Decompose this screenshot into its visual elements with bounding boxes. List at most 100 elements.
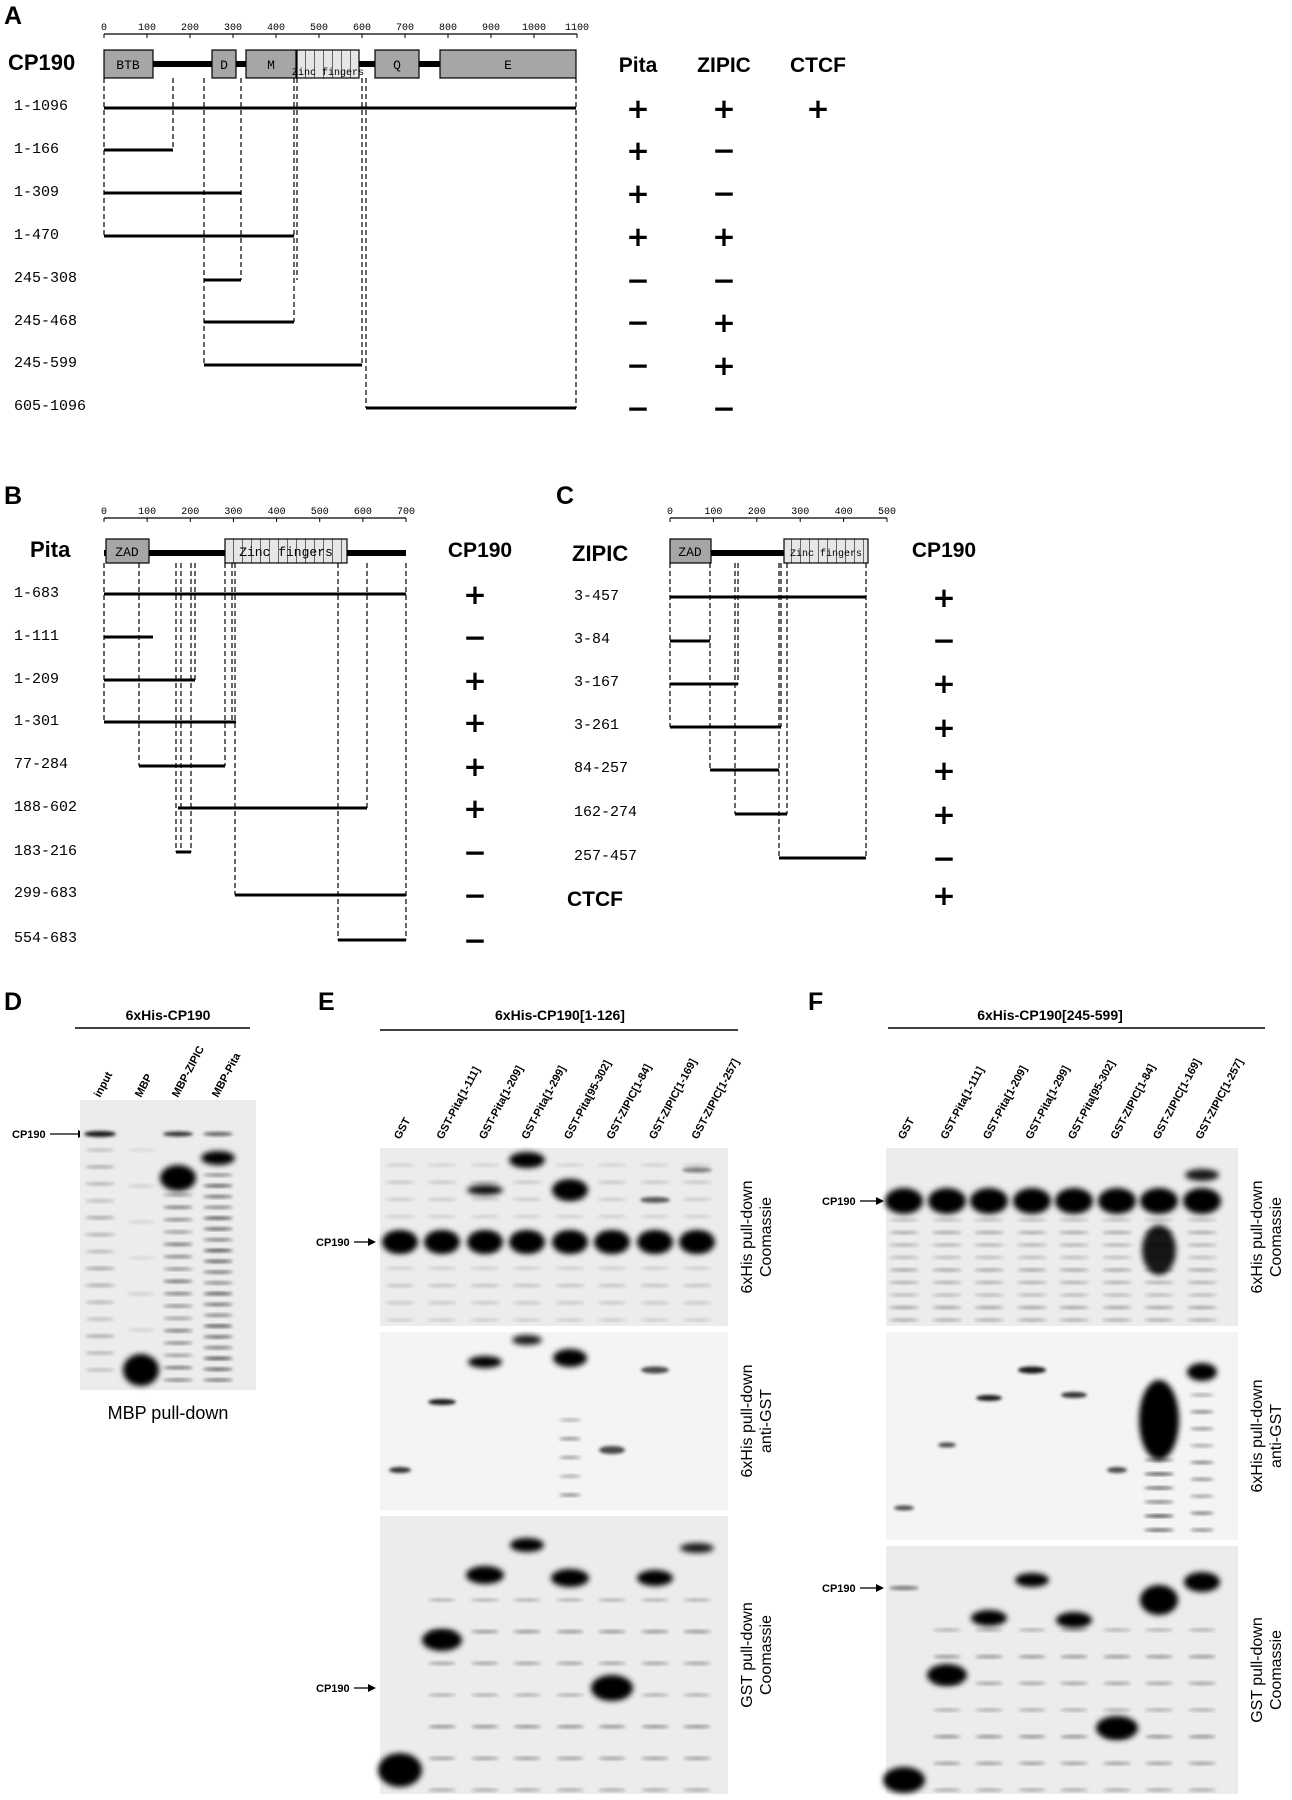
gel-band bbox=[975, 1735, 1003, 1739]
gel-band bbox=[1144, 1500, 1174, 1504]
gel-band bbox=[1013, 1188, 1051, 1214]
cp190-result: − bbox=[463, 836, 486, 869]
gel-band bbox=[683, 1725, 711, 1729]
construct-row: 245-468 − + bbox=[14, 306, 736, 339]
gel-band bbox=[1144, 1218, 1174, 1222]
gel-band bbox=[203, 1313, 233, 1317]
gel-band bbox=[203, 1378, 233, 1382]
axis-tick-label: 200 bbox=[181, 23, 199, 34]
gel-band bbox=[555, 1249, 585, 1253]
gel-band bbox=[597, 1197, 627, 1201]
gel-band bbox=[160, 1165, 196, 1191]
gel-band bbox=[1017, 1256, 1047, 1259]
construct-label: 1-209 bbox=[14, 671, 59, 688]
construct-row: 3-167 + bbox=[574, 667, 956, 700]
mbp-pulldown-gel bbox=[80, 1100, 256, 1390]
panel-c: C 0 100 200 300 400 500 ZIPIC ZAD Zinc finger… bbox=[556, 482, 976, 912]
gel-band bbox=[1102, 1306, 1132, 1309]
construct-label: 245-468 bbox=[14, 313, 77, 330]
gel-band bbox=[974, 1218, 1004, 1222]
6xhis-pulldown-antigst-blot bbox=[380, 1332, 728, 1510]
gel-band bbox=[1059, 1243, 1089, 1247]
gel-band bbox=[1144, 1528, 1174, 1532]
gel-band bbox=[203, 1173, 233, 1177]
gel-band bbox=[1145, 1788, 1173, 1792]
gel-band bbox=[1018, 1708, 1046, 1712]
gel-band bbox=[512, 1249, 542, 1253]
gel-band bbox=[1059, 1293, 1089, 1297]
gel-band bbox=[1060, 1628, 1088, 1632]
gel-band bbox=[1059, 1306, 1089, 1309]
gel-band bbox=[467, 1185, 503, 1195]
gel-band bbox=[682, 1284, 712, 1288]
pita-result: + bbox=[626, 92, 649, 125]
gel-band bbox=[1059, 1231, 1089, 1234]
gel-band bbox=[1188, 1708, 1216, 1712]
gel-band bbox=[682, 1249, 712, 1253]
gel-band bbox=[513, 1756, 541, 1760]
gel-band bbox=[974, 1306, 1004, 1309]
svg-text:Coomassie: Coomassie bbox=[758, 1197, 775, 1277]
cp190-result: + bbox=[932, 879, 955, 912]
gel-band bbox=[1190, 1477, 1214, 1481]
panel-d-caption: MBP pull-down bbox=[108, 1403, 229, 1423]
gel-band bbox=[1015, 1573, 1049, 1587]
panel-a-header-ctcf: CTCF bbox=[790, 54, 846, 77]
gel-band bbox=[1188, 1655, 1216, 1659]
construct-row: 3-457 + bbox=[574, 581, 956, 614]
gel-band bbox=[85, 1334, 115, 1338]
zad-domain-label: ZAD bbox=[115, 545, 139, 560]
m-domain bbox=[245, 49, 297, 79]
cp190-result: + bbox=[932, 711, 955, 744]
gel-band bbox=[1187, 1318, 1217, 1322]
gel-band bbox=[591, 1675, 633, 1701]
gel-band bbox=[559, 1474, 581, 1478]
panel-b: B 0 100 200 300 400 500 600 700 Pita ZAD Zinc f… bbox=[4, 482, 512, 957]
gel-band bbox=[1017, 1293, 1047, 1297]
gel-band bbox=[682, 1167, 712, 1173]
lane-label: GST bbox=[896, 1116, 917, 1142]
gel-band bbox=[163, 1230, 193, 1234]
lane-label: GST-ZIPIC[1-257] bbox=[1194, 1057, 1247, 1142]
zinc-fingers-domain-label: Zinc fingers bbox=[790, 548, 862, 560]
gel-side-label: 6xHis pull-down Coomassie bbox=[1249, 1181, 1285, 1294]
gel-band bbox=[552, 1179, 588, 1201]
cp190-result: − bbox=[463, 879, 486, 912]
ctcf-result: + bbox=[806, 92, 829, 125]
gel-band bbox=[1144, 1318, 1174, 1322]
gel-band bbox=[974, 1256, 1004, 1259]
construct-label: 1-683 bbox=[14, 585, 59, 602]
gel-band bbox=[428, 1788, 456, 1792]
gel-band bbox=[428, 1630, 456, 1634]
axis-tick-label: 800 bbox=[439, 23, 457, 34]
gel-band bbox=[385, 1197, 415, 1201]
gel-band bbox=[1190, 1494, 1214, 1498]
gel-band bbox=[553, 1349, 587, 1367]
lane-label: MBP-Pita bbox=[210, 1050, 244, 1099]
d-domain-label: D bbox=[220, 58, 228, 73]
lane-label: GST-Pita[95-302] bbox=[562, 1058, 614, 1141]
btb-domain bbox=[103, 49, 154, 79]
construct-label: 3-261 bbox=[574, 717, 619, 734]
gel-band bbox=[512, 1335, 542, 1345]
gel-band bbox=[1017, 1218, 1047, 1222]
gel-band bbox=[1103, 1628, 1131, 1632]
panel-c-header-cp190: CP190 bbox=[912, 539, 976, 562]
cp190-result: + bbox=[932, 754, 955, 787]
zipic-result: − bbox=[712, 177, 735, 210]
6xhis-pulldown-coomassie-gel bbox=[885, 1148, 1238, 1326]
gel-band bbox=[427, 1284, 457, 1288]
gel-band bbox=[599, 1446, 625, 1454]
gel-band bbox=[509, 1152, 545, 1168]
svg-text:Coomassie: Coomassie bbox=[1268, 1630, 1285, 1710]
construct-label: 1-1096 bbox=[14, 98, 68, 115]
gel-band bbox=[1140, 1188, 1178, 1214]
gel-band bbox=[85, 1165, 115, 1169]
gel-band bbox=[127, 1256, 155, 1260]
gel-band bbox=[640, 1318, 670, 1322]
gel-band bbox=[640, 1163, 670, 1167]
panel-f: F 6xHis-CP190[245-599] GST GST-Pita[1-111… bbox=[808, 988, 1285, 1794]
panel-a-protein-name: CP190 bbox=[8, 50, 75, 75]
construct-row: 1-683 + bbox=[14, 578, 487, 611]
gel-band bbox=[556, 1693, 584, 1697]
